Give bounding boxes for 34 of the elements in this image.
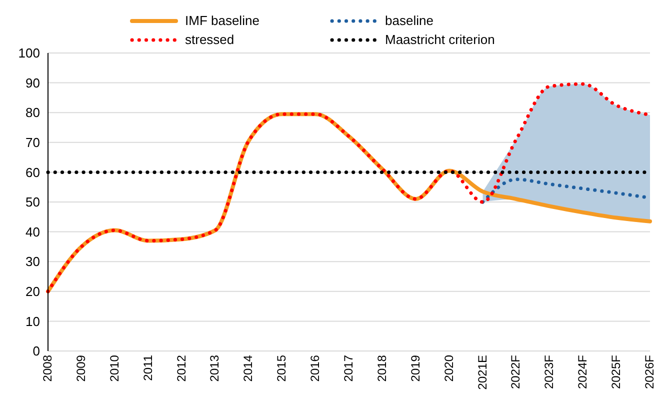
x-tick-label: 2009 <box>74 354 88 382</box>
x-tick-label: 2011 <box>140 354 155 381</box>
x-tick-label: 2008 <box>40 354 55 382</box>
legend-label: stressed <box>185 32 234 47</box>
y-tick-label: 100 <box>18 46 40 61</box>
x-tick-label: 2019 <box>408 354 422 382</box>
y-tick-label: 0 <box>32 344 40 359</box>
x-tick-label: 2017 <box>342 354 356 382</box>
x-tick-label: 2020 <box>442 354 456 382</box>
y-tick-label: 10 <box>26 314 40 329</box>
y-tick-label: 60 <box>26 164 40 180</box>
legend-label: IMF baseline <box>185 13 260 28</box>
x-tick-label: 2015 <box>274 354 289 382</box>
x-tick-label: 2014 <box>241 354 256 382</box>
y-tick-label: 70 <box>26 135 40 150</box>
y-tick-label: 40 <box>26 224 40 240</box>
x-tick-label: 2025F <box>609 355 624 390</box>
x-tick-label: 2021E <box>475 355 490 390</box>
x-tick-label: 2022F <box>508 355 523 390</box>
y-tick-label: 50 <box>26 194 40 210</box>
x-tick-label: 2010 <box>107 354 122 382</box>
legend-label: baseline <box>385 13 434 28</box>
x-tick-label: 2023F <box>542 355 556 390</box>
x-tick-label: 2026F <box>642 355 657 390</box>
y-tick-label: 80 <box>26 105 40 120</box>
y-tick-label: 90 <box>26 75 40 90</box>
legend-label: Maastricht criterion <box>385 32 495 47</box>
y-tick-label: 20 <box>26 284 40 300</box>
x-tick-label: 2012 <box>174 354 188 382</box>
y-tick-label: 30 <box>26 254 40 270</box>
x-tick-label: 2024F <box>576 355 590 390</box>
x-tick-label: 2016 <box>308 354 322 382</box>
x-tick-label: 2018 <box>374 354 389 382</box>
x-tick-label: 2013 <box>208 354 222 382</box>
